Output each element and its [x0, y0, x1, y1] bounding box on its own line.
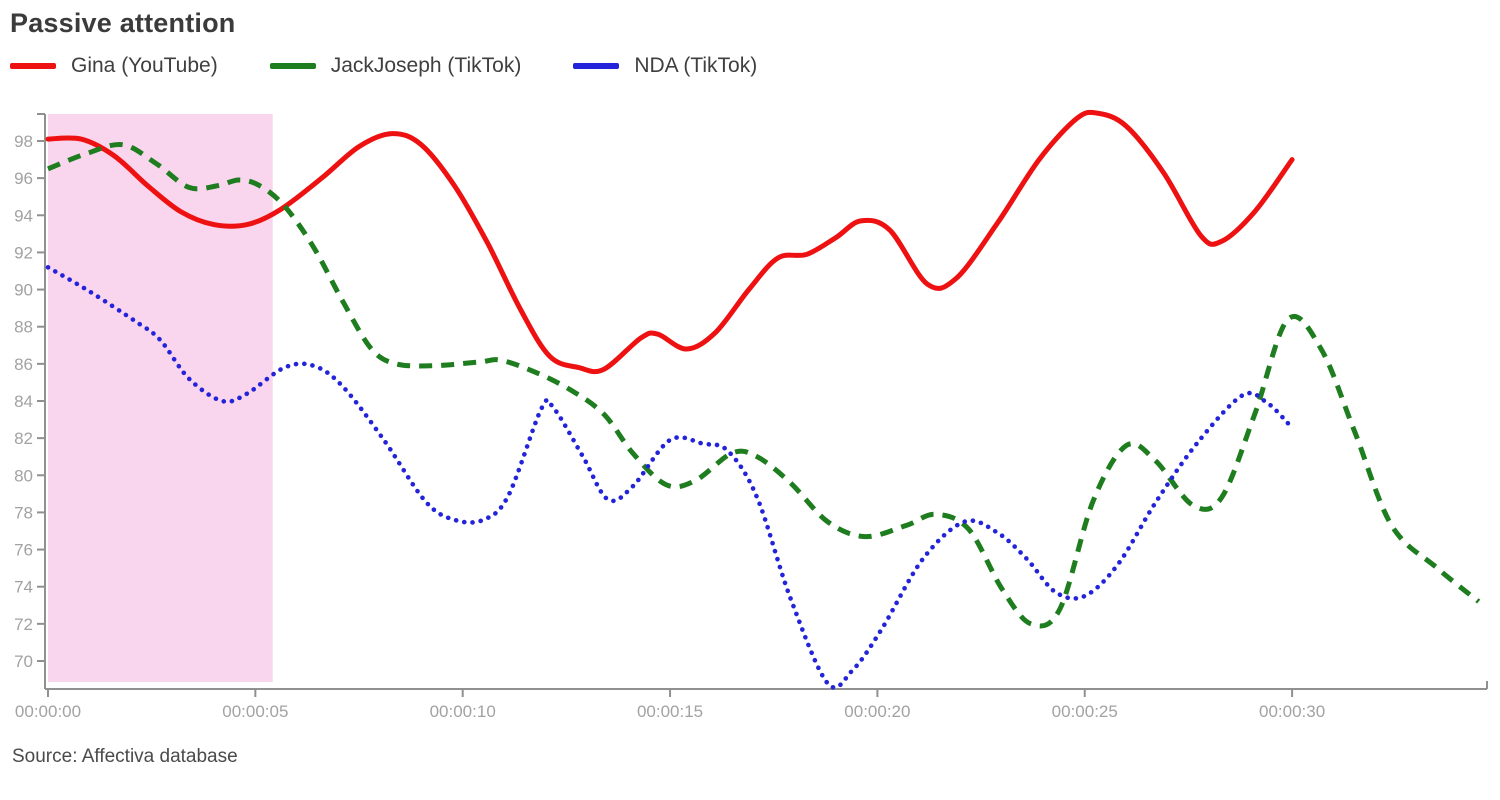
y-tick-label: 84 [14, 392, 33, 411]
legend-label-nda: NDA (TikTok) [634, 54, 758, 77]
x-tick-label: 00:00:20 [844, 702, 910, 721]
legend-label-gina: Gina (YouTube) [71, 54, 218, 77]
y-tick-label: 72 [14, 615, 33, 634]
chart-legend: Gina (YouTube) JackJoseph (TikTok) NDA (… [0, 51, 1500, 81]
series-line-jackjoseph-tiktok [47, 142, 1481, 629]
y-tick-label: 86 [14, 355, 33, 374]
y-tick-label: 98 [14, 132, 33, 151]
legend-item-gina: Gina (YouTube) [10, 54, 218, 78]
y-tick-label: 96 [14, 169, 33, 188]
legend-item-jackjoseph: JackJoseph (TikTok) [269, 54, 522, 78]
y-tick-label: 74 [14, 578, 33, 597]
highlight-region [48, 114, 273, 682]
y-tick-label: 76 [14, 541, 33, 560]
legend-item-nda: NDA (TikTok) [573, 54, 757, 78]
y-tick-label: 80 [14, 466, 33, 485]
legend-swatch-red-line-icon [10, 63, 56, 69]
y-tick-label: 92 [14, 243, 33, 262]
x-tick-label: 00:00:05 [222, 702, 288, 721]
y-tick-label: 90 [14, 281, 33, 300]
source-note: Source: Affectiva database [12, 746, 238, 767]
y-tick-label: 88 [14, 318, 33, 337]
y-tick-label: 70 [14, 652, 33, 671]
x-tick-label: 00:00:00 [15, 702, 81, 721]
x-tick-label: 00:00:15 [637, 702, 703, 721]
x-tick-label: 00:00:10 [430, 702, 496, 721]
y-tick-label: 78 [14, 503, 33, 522]
x-tick-label: 00:00:25 [1052, 702, 1118, 721]
x-tick-label: 00:00:30 [1259, 702, 1325, 721]
series-line-gina-youtube [45, 109, 1295, 375]
chart-area: 70 72 74 76 78 80 82 84 86 88 90 92 94 96 98 00:00:00 00… [0, 89, 1500, 744]
attention-line-chart-svg: 70 72 74 76 78 80 82 84 86 88 90 92 94 96 98 00:00:00 00… [14, 109, 1488, 721]
legend-label-jackjoseph: JackJoseph (TikTok) [330, 54, 522, 77]
legend-swatch-green-line-icon [269, 63, 316, 69]
chart-title: Passive attention [10, 8, 236, 38]
y-tick-label: 94 [14, 206, 33, 225]
legend-swatch-blue-line-icon [573, 63, 620, 69]
y-tick-label: 82 [14, 429, 33, 448]
